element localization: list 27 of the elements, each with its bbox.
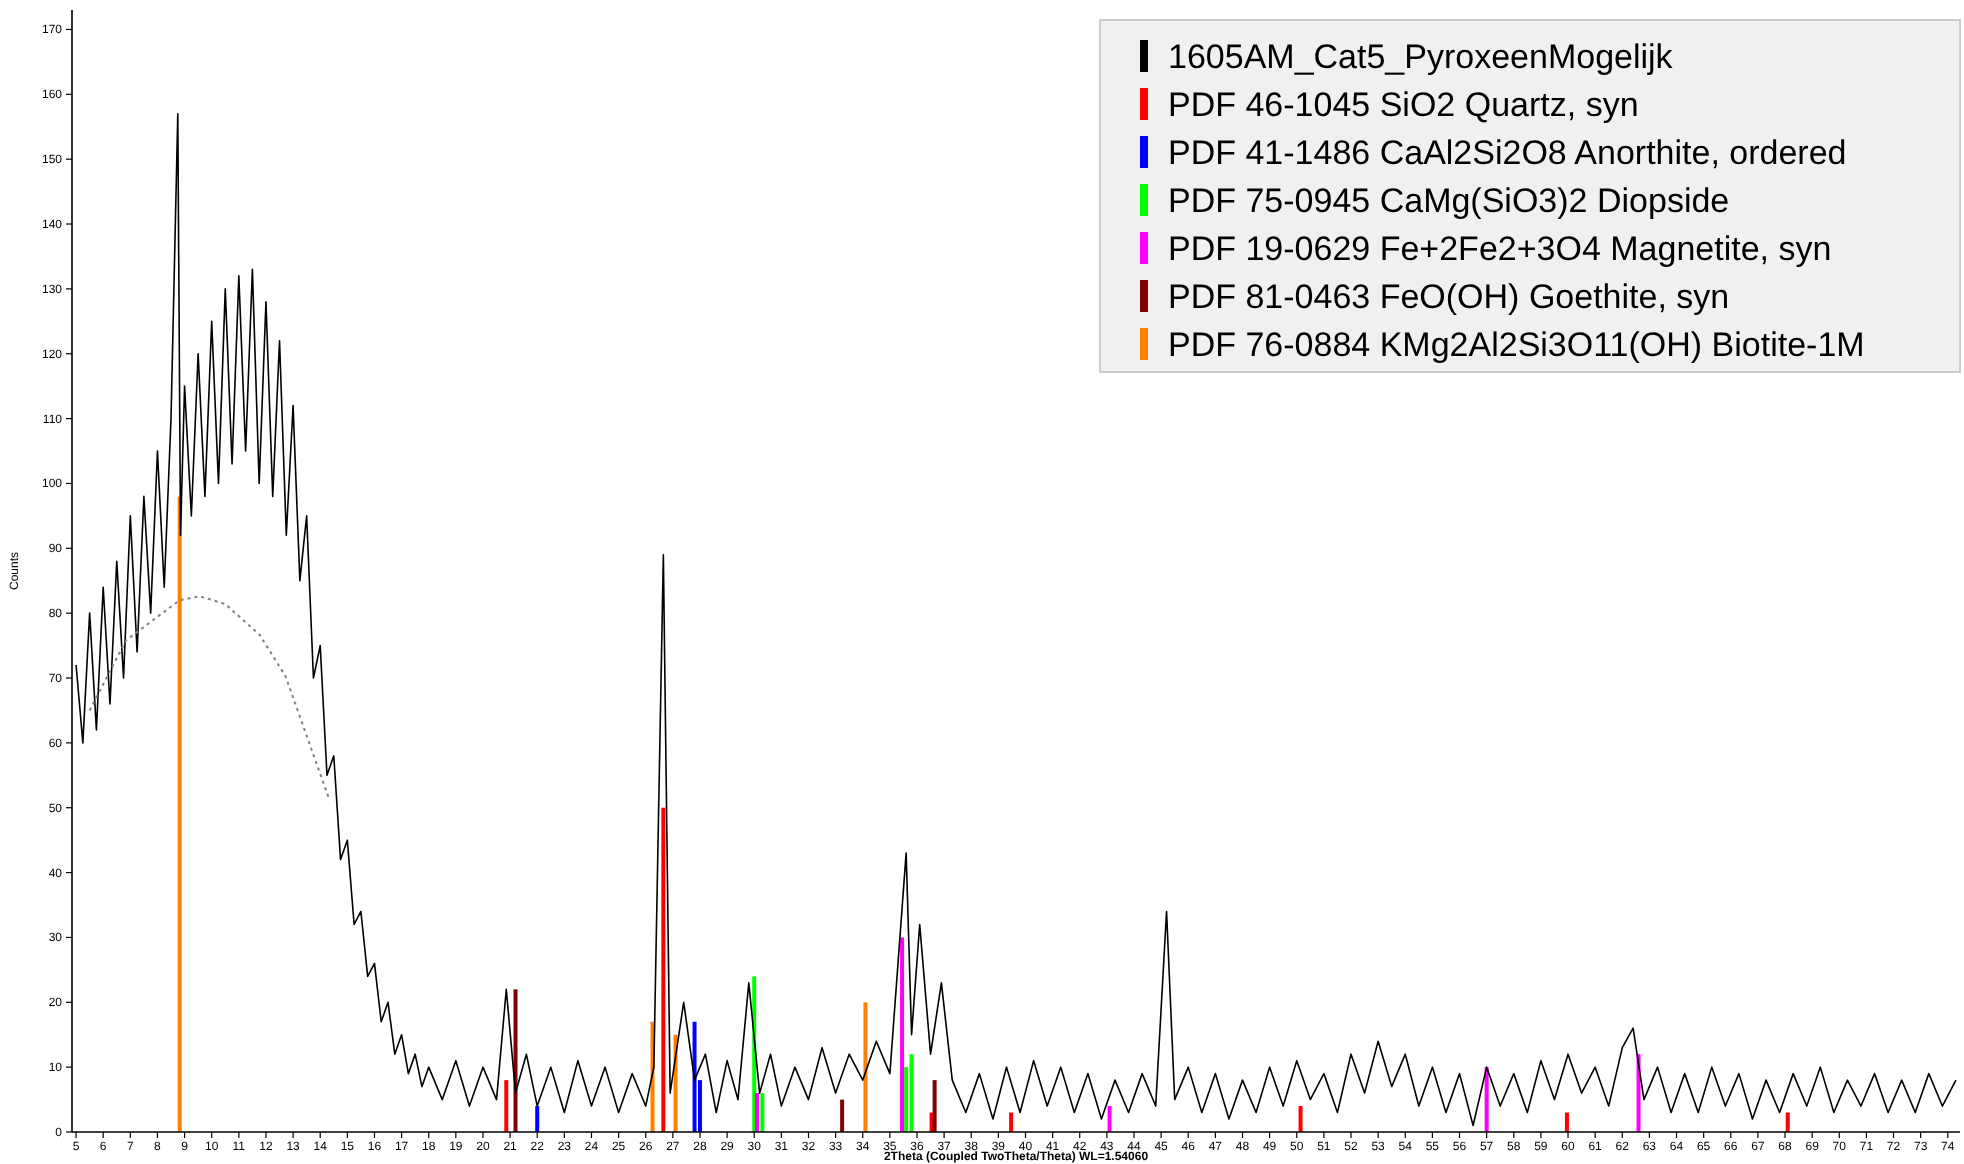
bar [692, 1021, 697, 1132]
bar [754, 1093, 759, 1132]
bar [1298, 1106, 1303, 1132]
bar [1107, 1106, 1112, 1132]
legend-label: PDF 76-0884 KMg2Al2Si3O11(OH) Biotite-1M [1168, 326, 1865, 364]
bar [513, 989, 518, 1132]
bar [840, 1099, 845, 1132]
bar [1564, 1112, 1569, 1132]
bar [1009, 1112, 1014, 1132]
legend-label: PDF 81-0463 FeO(OH) Goethite, syn [1168, 278, 1730, 316]
bar [177, 496, 182, 1132]
bar [535, 1106, 540, 1132]
legend-label: PDF 41-1486 CaAl2Si2O8 Anorthite, ordered [1168, 134, 1847, 172]
bar [504, 1080, 509, 1132]
bar [900, 937, 905, 1132]
bar [863, 1002, 868, 1132]
legend-label: PDF 46-1045 SiO2 Quartz, syn [1168, 86, 1639, 124]
bar [932, 1080, 937, 1132]
line-series [88, 595, 331, 801]
legend-label: PDF 19-0629 Fe+2Fe2+3O4 Magnetite, syn [1168, 230, 1832, 268]
bar [760, 1093, 765, 1132]
legend-label: PDF 75-0945 CaMg(SiO3)2 Diopside [1168, 182, 1730, 220]
bar [1785, 1112, 1790, 1132]
legend-label: 1605AM_Cat5_PyroxeenMogelijk [1168, 38, 1674, 76]
bar [909, 1054, 914, 1132]
bar [1484, 1067, 1489, 1132]
bar [661, 807, 666, 1132]
